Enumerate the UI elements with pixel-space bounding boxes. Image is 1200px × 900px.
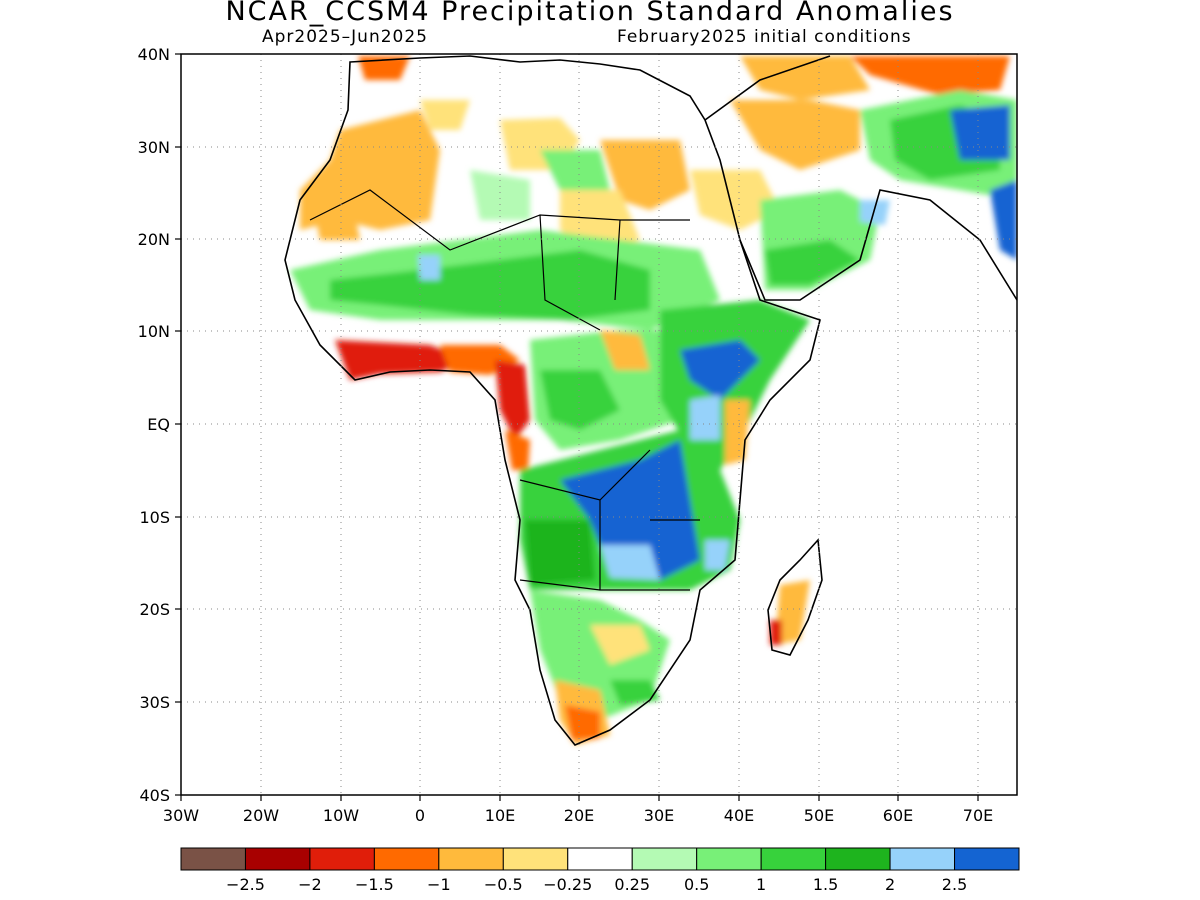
anomaly-layer bbox=[285, 56, 1017, 745]
anomaly-patch bbox=[600, 140, 690, 210]
anomaly-patch bbox=[418, 255, 440, 280]
anomaly-patch bbox=[950, 105, 1010, 160]
lat-label: 10N bbox=[138, 322, 170, 341]
colorbar bbox=[180, 847, 1020, 871]
colorbar-swatch bbox=[760, 847, 827, 871]
anomaly-patch bbox=[610, 680, 660, 705]
coastlines bbox=[284, 55, 1017, 746]
anomaly-patch bbox=[505, 430, 530, 470]
anomaly-patch bbox=[850, 56, 1010, 95]
anomaly-patch bbox=[730, 100, 860, 170]
anomaly-patch bbox=[680, 340, 760, 400]
colorbar-label: −2 bbox=[298, 875, 322, 894]
colorbar-swatch bbox=[631, 847, 698, 871]
anomaly-patch bbox=[560, 440, 700, 580]
anomaly-patch bbox=[765, 240, 860, 285]
lat-ticks bbox=[175, 53, 181, 796]
colorbar-swatch bbox=[889, 847, 956, 871]
colorbar-swatch bbox=[244, 847, 311, 871]
lat-label: 20N bbox=[138, 230, 170, 249]
anomaly-patch bbox=[990, 180, 1017, 260]
colorbar-label: −1.5 bbox=[355, 875, 394, 894]
colorbar-label: −0.5 bbox=[484, 875, 523, 894]
anomaly-patch bbox=[690, 395, 720, 440]
lon-label: 20E bbox=[564, 806, 594, 825]
colorbar-swatch bbox=[309, 847, 375, 871]
anomaly-patch bbox=[705, 540, 730, 570]
anomaly-patch bbox=[495, 360, 530, 440]
lon-label: 50E bbox=[804, 806, 834, 825]
lon-label: 60E bbox=[883, 806, 913, 825]
lon-label: 10W bbox=[323, 806, 359, 825]
colorbar-swatch bbox=[696, 847, 762, 871]
initial-conditions: February2025 initial conditions bbox=[617, 27, 912, 47]
colorbar-swatch bbox=[954, 847, 1020, 871]
lon-ticks bbox=[180, 795, 979, 801]
anomaly-patch bbox=[600, 545, 660, 580]
forecast-period: Apr2025–Jun2025 bbox=[262, 27, 428, 47]
lon-label: 40E bbox=[724, 806, 754, 825]
colorbar-label: 2 bbox=[885, 875, 895, 894]
africa-coastline bbox=[284, 55, 821, 746]
map-title: NCAR_CCSM4 Precipitation Standard Anomal… bbox=[225, 0, 955, 27]
anomaly-patch bbox=[565, 705, 600, 740]
anomaly-patch bbox=[470, 170, 530, 220]
colorbar-label: 0.5 bbox=[684, 875, 709, 894]
lon-label: 30E bbox=[644, 806, 674, 825]
lat-label: 30S bbox=[139, 693, 170, 712]
anomaly-patch bbox=[600, 330, 650, 370]
lon-label: 70E bbox=[963, 806, 993, 825]
colorbar-label: 0.25 bbox=[614, 875, 650, 894]
colorbar-label: 2.5 bbox=[942, 875, 967, 894]
lon-label: 10E bbox=[485, 806, 515, 825]
lon-label: 30W bbox=[163, 806, 199, 825]
anomaly-patch bbox=[540, 370, 620, 430]
colorbar-label: −0.25 bbox=[543, 875, 592, 894]
anomaly-patch bbox=[590, 625, 650, 665]
anomaly-shading bbox=[290, 56, 1017, 745]
anomaly-patch bbox=[740, 56, 870, 100]
lat-label: 20S bbox=[139, 600, 170, 619]
lon-label: 20W bbox=[243, 806, 279, 825]
anomaly-patch bbox=[525, 520, 595, 585]
colorbar-label: −1 bbox=[427, 875, 451, 894]
anomaly-patch bbox=[420, 100, 470, 130]
lat-label: 40N bbox=[138, 45, 170, 64]
colorbar-label: 1 bbox=[756, 875, 766, 894]
colorbar-swatch bbox=[567, 847, 633, 871]
anomaly-patch bbox=[775, 580, 810, 645]
colorbar-swatch bbox=[502, 847, 569, 871]
grid-lines bbox=[181, 54, 1017, 795]
anomaly-patch bbox=[540, 150, 610, 190]
anomaly-patch bbox=[310, 190, 360, 240]
lat-label: 30N bbox=[138, 138, 170, 157]
arabia-coastline bbox=[704, 55, 1017, 301]
colorbar-swatch bbox=[373, 847, 440, 871]
madagascar-coastline bbox=[767, 538, 823, 656]
colorbar-label: −2.5 bbox=[226, 875, 265, 894]
anomaly-patch bbox=[690, 170, 780, 230]
colorbar-swatch bbox=[825, 847, 891, 871]
colorbar-label: 1.5 bbox=[813, 875, 838, 894]
anomaly-patch bbox=[330, 250, 650, 320]
anomaly-patch bbox=[358, 56, 410, 80]
lat-label: EQ bbox=[147, 415, 170, 434]
anomaly-patch bbox=[770, 620, 782, 645]
lat-label: 10S bbox=[139, 508, 170, 527]
colorbar-swatch bbox=[438, 847, 504, 871]
country-borders bbox=[309, 189, 700, 591]
colorbar-labels: −2.5 −2 −1.5 −1 −0.5 −0.25 0.25 0.5 1 1.5 2 2.5 bbox=[226, 875, 967, 894]
lat-label: 40S bbox=[139, 786, 170, 805]
anomaly-patch bbox=[860, 200, 890, 225]
colorbar-swatch bbox=[180, 847, 246, 871]
lon-label: 0 bbox=[415, 806, 425, 825]
